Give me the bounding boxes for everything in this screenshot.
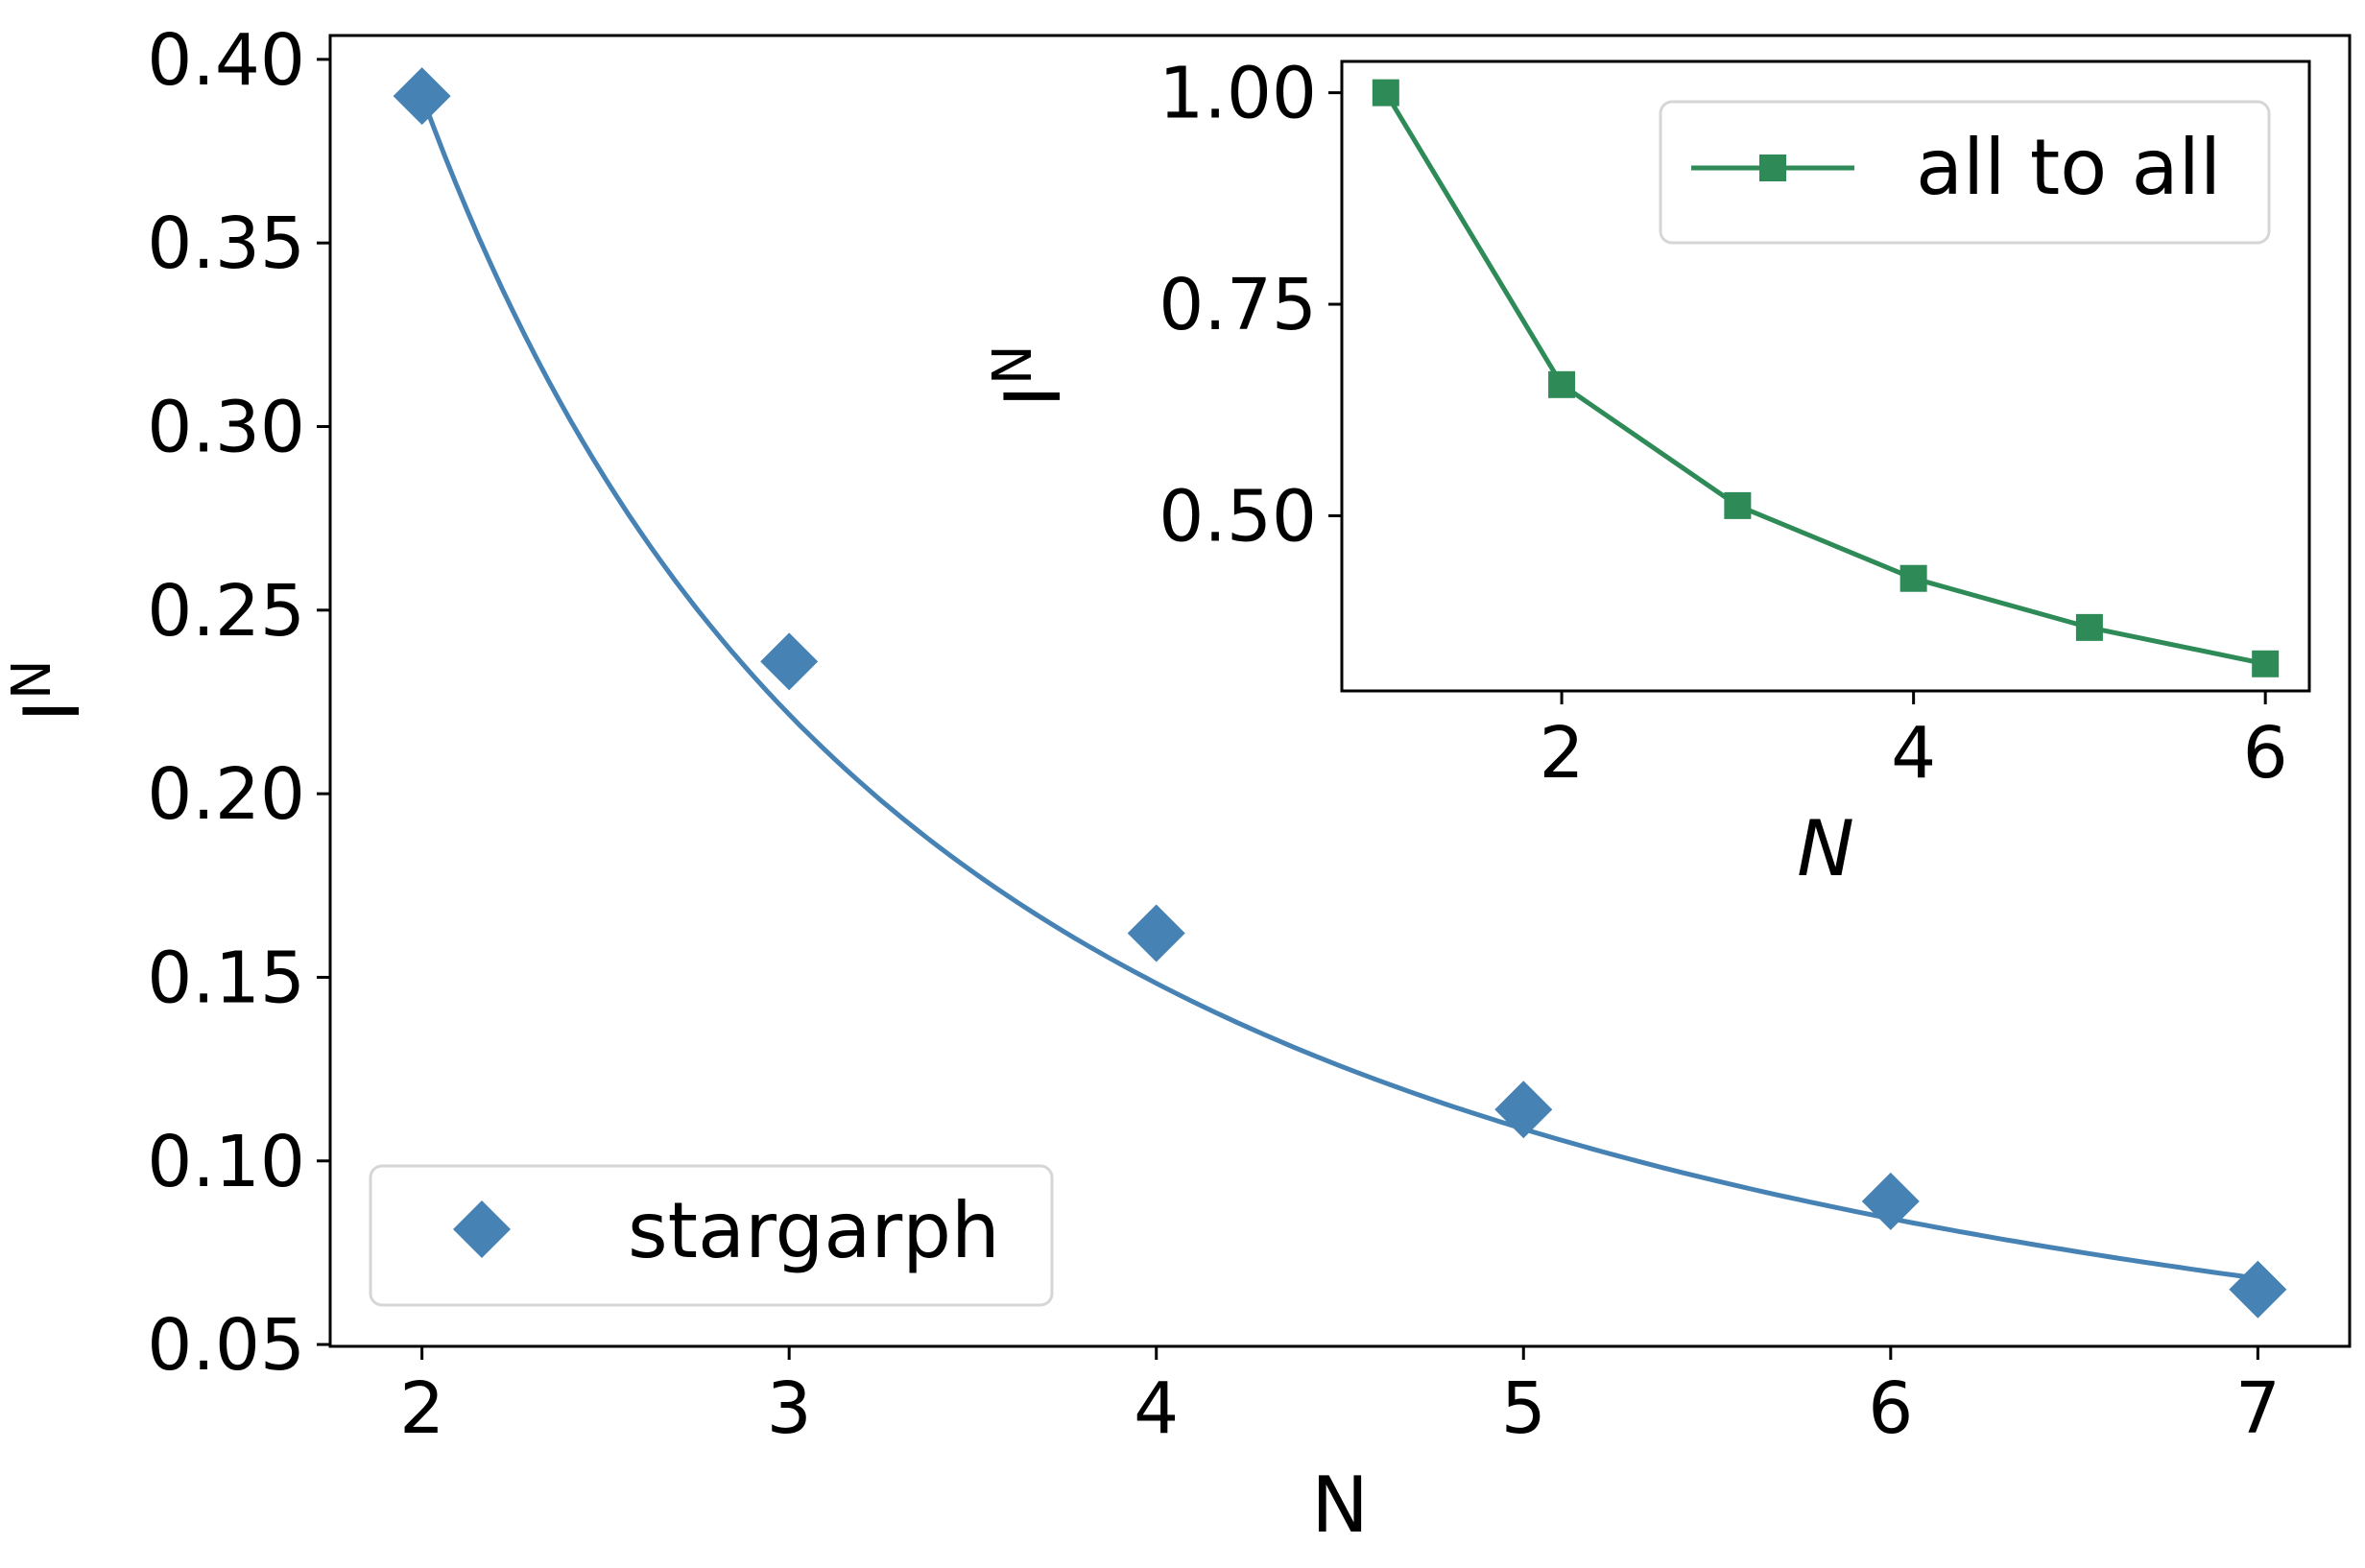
main-axes-frame <box>328 34 2352 1348</box>
y-tick-label: 0.35 <box>147 202 305 285</box>
main-legend-box <box>369 1164 1054 1307</box>
inset-axes-frame <box>1340 59 2311 693</box>
x-tick-label: 4 <box>1134 1367 1179 1450</box>
data-point-square <box>2075 613 2103 641</box>
main-legend-label: stargarph <box>628 1186 1000 1275</box>
data-point-diamond <box>1861 1172 1920 1230</box>
inset-legend-box <box>1659 100 2271 245</box>
main-y-axis-label: IN <box>1 659 97 722</box>
x-tick-label: 3 <box>767 1367 812 1450</box>
data-point-diamond <box>393 67 451 126</box>
data-point-diamond <box>760 632 819 691</box>
inset-x-axis: 2 4 6 <box>1540 691 2288 795</box>
data-point-diamond <box>1127 904 1185 962</box>
main-x-axis: 2 3 4 5 6 7 <box>399 1346 2281 1450</box>
data-point-diamond <box>2229 1260 2287 1319</box>
x-tick-label: 6 <box>1868 1367 1913 1450</box>
x-tick-label: 7 <box>2235 1367 2281 1450</box>
y-tick-label: 0.20 <box>147 753 305 836</box>
x-tick-label: 5 <box>1501 1367 1546 1450</box>
data-point-square <box>1724 491 1752 519</box>
y-tick-label: 0.05 <box>147 1304 305 1387</box>
main-x-axis-label: N <box>1311 1461 1369 1550</box>
inset-y-tick-label: 1.00 <box>1159 53 1317 135</box>
y-tick-label: 0.25 <box>147 570 305 653</box>
main-legend: stargarph <box>369 1164 1054 1307</box>
y-tick-label: 0.10 <box>147 1121 305 1203</box>
legend-diamond <box>453 1200 511 1258</box>
main-data-markers <box>393 67 2287 1319</box>
inset-y-tick-label: 0.75 <box>1159 264 1317 346</box>
y-tick-label: 0.15 <box>147 937 305 1019</box>
inset-y-axis-label: IN <box>982 344 1078 407</box>
data-point-square <box>1372 79 1399 107</box>
inset-legend: all to all <box>1659 100 2271 245</box>
y-tick-label: 0.30 <box>147 387 305 469</box>
inset-y-tick-label: 0.50 <box>1159 475 1317 558</box>
inset-x-tick-label: 2 <box>1540 712 1585 795</box>
legend-diamond-marker <box>453 1200 511 1258</box>
inset-legend-label: all to all <box>1916 123 2221 212</box>
data-point-diamond <box>1494 1081 1553 1139</box>
fit-curve-line <box>419 95 2258 1281</box>
main-y-axis: 0.05 0.10 0.15 0.20 0.25 0.30 0.35 0.40 <box>147 19 330 1387</box>
legend-square-marker <box>1759 154 1786 181</box>
inset-x-tick-label: 4 <box>1891 712 1936 795</box>
x-tick-label: 2 <box>399 1367 444 1450</box>
inset-x-axis-label: N <box>1797 804 1854 893</box>
data-point-square <box>1899 564 1927 592</box>
data-point-square <box>1548 370 1576 398</box>
data-point-square <box>2252 650 2280 677</box>
inset-data-markers <box>1372 79 2280 677</box>
y-tick-label: 0.40 <box>147 19 305 102</box>
inset-x-tick-label: 6 <box>2243 712 2288 795</box>
inset-y-axis: 0.50 0.75 1.00 <box>1159 53 1342 558</box>
inset-plot: 0.50 0.75 1.00 2 4 6 IN N all to all <box>982 53 2311 893</box>
inset-series-line <box>1383 91 2266 667</box>
